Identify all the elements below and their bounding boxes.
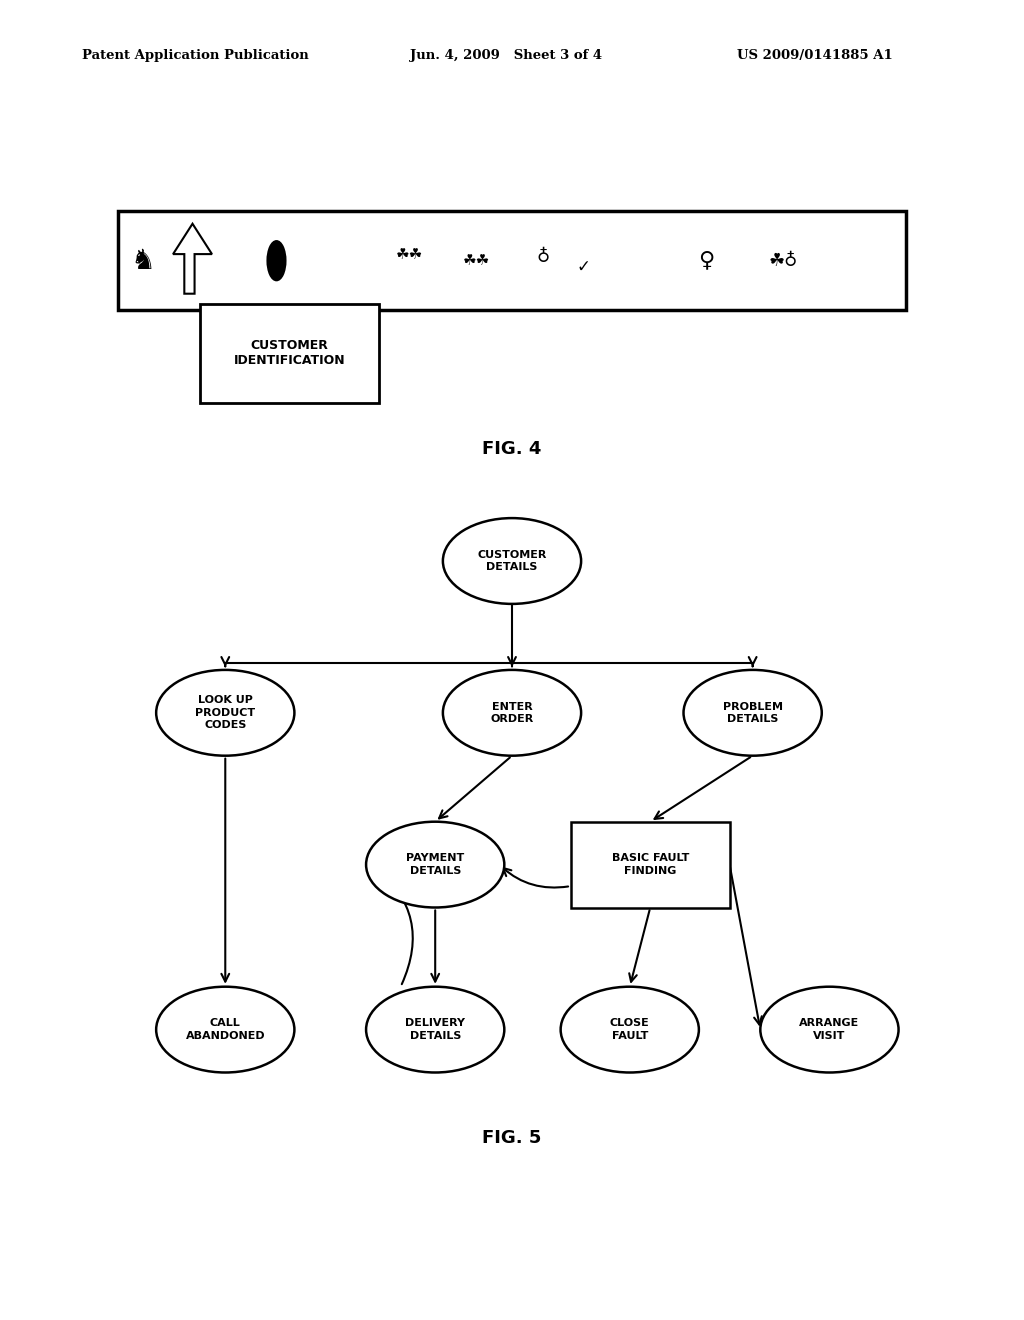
Text: Patent Application Publication: Patent Application Publication bbox=[82, 49, 308, 62]
Text: CUSTOMER
IDENTIFICATION: CUSTOMER IDENTIFICATION bbox=[233, 339, 345, 367]
Ellipse shape bbox=[442, 671, 582, 755]
FancyBboxPatch shape bbox=[118, 211, 906, 310]
Ellipse shape bbox=[366, 821, 504, 908]
Text: FIG. 4: FIG. 4 bbox=[482, 440, 542, 458]
Text: PROBLEM
DETAILS: PROBLEM DETAILS bbox=[723, 702, 782, 723]
FancyBboxPatch shape bbox=[571, 821, 729, 908]
Text: ♀: ♀ bbox=[698, 251, 715, 271]
Text: CUSTOMER
DETAILS: CUSTOMER DETAILS bbox=[477, 550, 547, 572]
Ellipse shape bbox=[442, 519, 582, 605]
Text: ☘♁: ☘♁ bbox=[769, 252, 798, 269]
Ellipse shape bbox=[760, 987, 899, 1072]
Ellipse shape bbox=[684, 671, 821, 755]
Text: ENTER
ORDER: ENTER ORDER bbox=[490, 702, 534, 723]
Ellipse shape bbox=[561, 987, 699, 1072]
Text: ♞: ♞ bbox=[131, 247, 156, 275]
Text: ☘☘: ☘☘ bbox=[463, 253, 489, 268]
Ellipse shape bbox=[267, 242, 286, 281]
Text: ♁: ♁ bbox=[537, 248, 549, 265]
Text: Jun. 4, 2009   Sheet 3 of 4: Jun. 4, 2009 Sheet 3 of 4 bbox=[410, 49, 602, 62]
Text: ARRANGE
VISIT: ARRANGE VISIT bbox=[800, 1019, 859, 1040]
Text: CLOSE
FAULT: CLOSE FAULT bbox=[610, 1019, 649, 1040]
Ellipse shape bbox=[156, 671, 295, 755]
Text: BASIC FAULT
FINDING: BASIC FAULT FINDING bbox=[611, 854, 689, 875]
Text: LOOK UP
PRODUCT
CODES: LOOK UP PRODUCT CODES bbox=[196, 696, 255, 730]
Text: US 2009/0141885 A1: US 2009/0141885 A1 bbox=[737, 49, 893, 62]
Text: PAYMENT
DETAILS: PAYMENT DETAILS bbox=[407, 854, 464, 875]
Text: DELIVERY
DETAILS: DELIVERY DETAILS bbox=[406, 1019, 465, 1040]
Text: CALL
ABANDONED: CALL ABANDONED bbox=[185, 1019, 265, 1040]
Polygon shape bbox=[173, 223, 212, 294]
Text: ✓: ✓ bbox=[577, 259, 591, 276]
Text: ☘☘: ☘☘ bbox=[396, 247, 423, 261]
FancyBboxPatch shape bbox=[200, 304, 379, 403]
Ellipse shape bbox=[156, 987, 295, 1072]
Ellipse shape bbox=[366, 987, 504, 1072]
Text: FIG. 5: FIG. 5 bbox=[482, 1129, 542, 1147]
